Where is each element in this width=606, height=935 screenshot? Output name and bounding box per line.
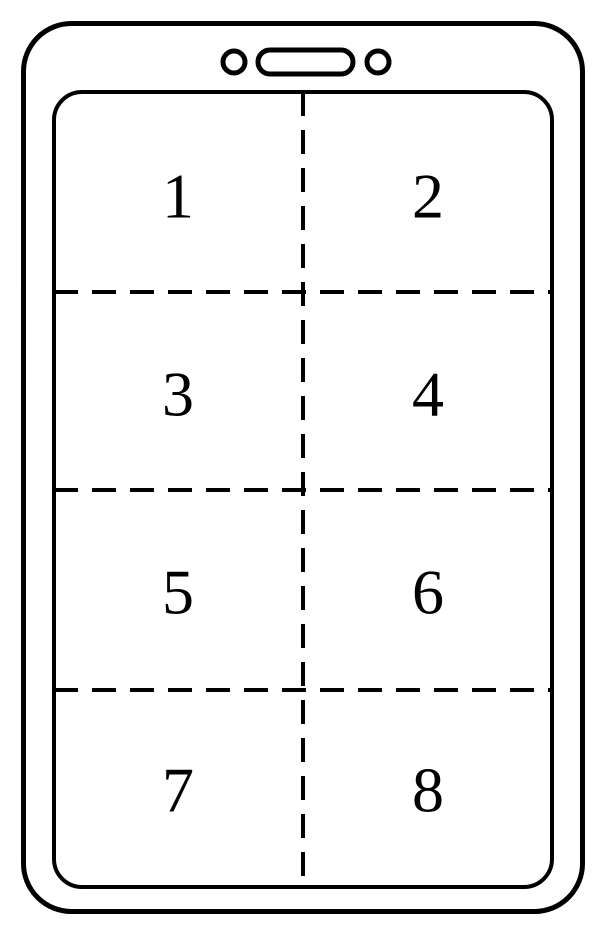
grid-cell-label: 7 bbox=[162, 755, 194, 826]
grid-cell-label: 4 bbox=[412, 359, 444, 430]
grid-cell-label: 5 bbox=[162, 557, 194, 628]
grid-cell-label: 2 bbox=[412, 161, 444, 232]
grid-cell-label: 6 bbox=[412, 557, 444, 628]
grid-cell-label: 1 bbox=[162, 161, 194, 232]
grid-cell-label: 3 bbox=[162, 359, 194, 430]
device-frame: 1 2 3 4 5 6 7 8 bbox=[20, 20, 586, 915]
device-svg: 1 2 3 4 5 6 7 8 bbox=[20, 20, 586, 915]
grid-cell-label: 8 bbox=[412, 755, 444, 826]
